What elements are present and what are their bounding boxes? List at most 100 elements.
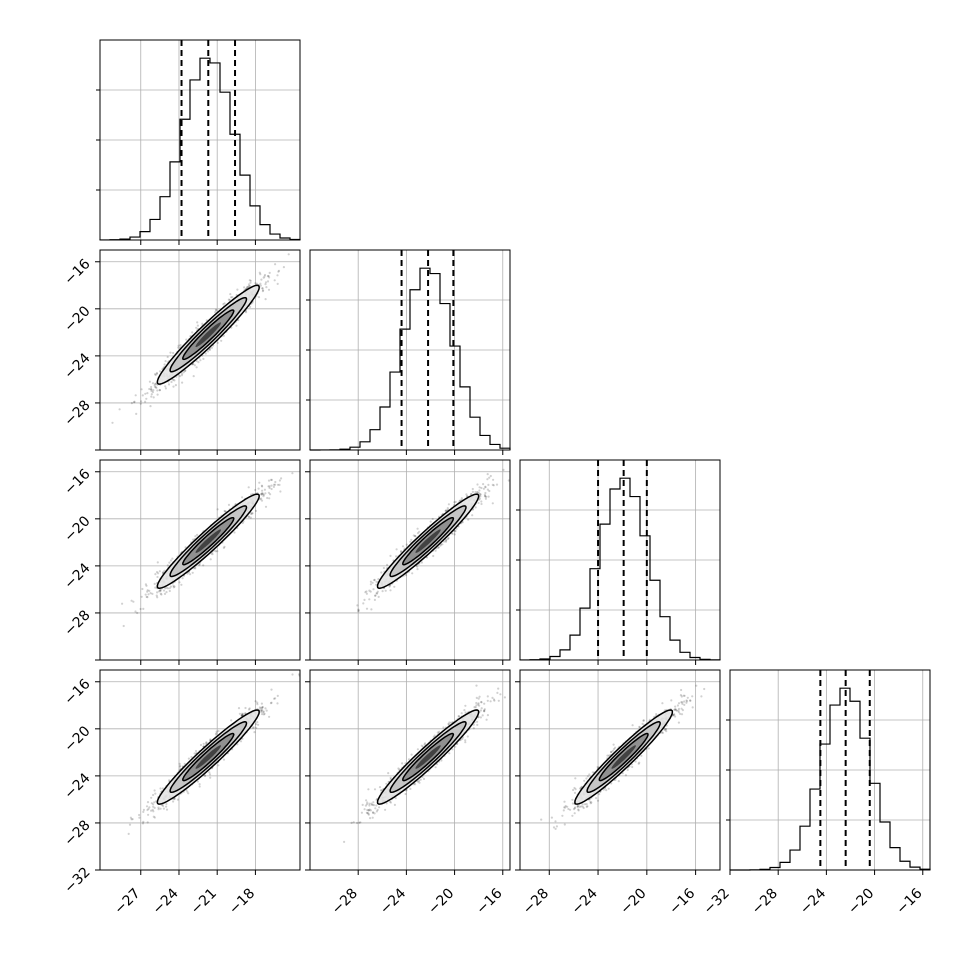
sample-point bbox=[681, 709, 685, 712]
sample-point bbox=[414, 534, 417, 538]
sample-point bbox=[389, 589, 392, 592]
sample-point bbox=[621, 772, 624, 775]
sample-point bbox=[163, 363, 166, 366]
sample-point bbox=[151, 592, 154, 596]
sample-point bbox=[215, 730, 218, 733]
sample-point bbox=[373, 804, 376, 807]
sample-point bbox=[261, 705, 264, 709]
sample-point bbox=[195, 366, 198, 369]
sample-point bbox=[480, 700, 483, 704]
sample-point bbox=[485, 495, 488, 498]
sample-point bbox=[198, 564, 201, 567]
sample-point bbox=[172, 586, 175, 589]
x-tick-label: −28 bbox=[520, 886, 552, 918]
y-tick-label: −24 bbox=[61, 350, 93, 382]
sample-point bbox=[573, 812, 576, 815]
sample-point bbox=[247, 486, 250, 489]
sample-point bbox=[260, 710, 263, 714]
sample-point bbox=[208, 348, 211, 351]
sample-point bbox=[261, 485, 264, 488]
sample-point bbox=[159, 588, 162, 591]
sample-point bbox=[475, 696, 478, 700]
panel-frame bbox=[99, 39, 301, 241]
sample-point bbox=[202, 564, 205, 567]
sample-point bbox=[179, 344, 182, 347]
sample-point bbox=[550, 816, 554, 819]
sample-point bbox=[208, 773, 212, 776]
sample-point bbox=[672, 713, 675, 716]
sample-point bbox=[256, 701, 259, 704]
sample-point bbox=[148, 387, 151, 391]
sample-point bbox=[155, 594, 158, 597]
sample-point bbox=[563, 806, 566, 809]
sample-point bbox=[272, 483, 276, 486]
sample-point bbox=[503, 696, 506, 699]
sample-point bbox=[607, 754, 611, 757]
sample-point bbox=[191, 538, 194, 541]
sample-point bbox=[247, 515, 250, 518]
sample-point bbox=[486, 695, 489, 698]
sample-point bbox=[228, 298, 231, 302]
sample-point bbox=[485, 718, 488, 721]
sample-point bbox=[172, 385, 175, 388]
sample-point bbox=[248, 516, 251, 519]
sample-point bbox=[195, 326, 198, 329]
sample-point bbox=[264, 281, 268, 284]
panel-frame bbox=[729, 669, 931, 871]
sample-point bbox=[563, 800, 566, 803]
sample-point bbox=[478, 489, 481, 492]
sample-point bbox=[372, 801, 375, 804]
sample-point bbox=[614, 746, 617, 749]
sample-point bbox=[416, 748, 419, 751]
sample-point bbox=[190, 755, 193, 759]
sample-point bbox=[263, 488, 266, 491]
sample-point bbox=[479, 493, 482, 496]
sample-point bbox=[591, 771, 594, 774]
sample-point bbox=[610, 751, 613, 754]
sample-point bbox=[146, 590, 149, 593]
sample-point bbox=[436, 731, 439, 734]
sample-point bbox=[665, 730, 668, 733]
sample-point bbox=[492, 484, 495, 487]
sample-point bbox=[371, 816, 374, 819]
sample-point bbox=[373, 598, 376, 602]
sample-point bbox=[268, 715, 271, 718]
sample-point bbox=[165, 586, 168, 589]
sample-point bbox=[583, 779, 586, 782]
sample-point bbox=[227, 503, 231, 506]
sample-point bbox=[153, 816, 156, 819]
sample-point bbox=[479, 493, 482, 496]
sample-point bbox=[410, 753, 413, 756]
sample-point bbox=[540, 818, 543, 821]
sample-point bbox=[189, 573, 192, 576]
sample-point bbox=[453, 501, 456, 504]
sample-point bbox=[267, 274, 270, 278]
sample-point bbox=[439, 544, 442, 547]
sample-point bbox=[181, 577, 184, 580]
sample-point bbox=[448, 721, 451, 724]
sample-point bbox=[262, 276, 265, 279]
sample-point bbox=[497, 687, 500, 690]
sample-point bbox=[572, 808, 576, 811]
sample-point bbox=[261, 287, 264, 290]
sample-point bbox=[475, 701, 478, 705]
sample-point bbox=[384, 808, 387, 811]
sample-point bbox=[464, 711, 467, 714]
sample-point bbox=[268, 271, 271, 274]
sample-point bbox=[111, 421, 114, 424]
sample-point bbox=[677, 709, 680, 712]
sample-point bbox=[414, 783, 417, 786]
panel-3-1 bbox=[305, 669, 511, 875]
sample-point bbox=[486, 473, 489, 476]
sample-point bbox=[389, 776, 392, 779]
sample-point bbox=[571, 802, 575, 805]
sample-point bbox=[683, 703, 686, 707]
sample-point bbox=[472, 723, 475, 726]
sample-point bbox=[379, 789, 383, 792]
sample-point bbox=[574, 788, 577, 791]
sample-point bbox=[612, 747, 616, 751]
sample-point bbox=[164, 385, 167, 388]
sample-point bbox=[183, 762, 186, 766]
sample-point bbox=[174, 384, 177, 387]
